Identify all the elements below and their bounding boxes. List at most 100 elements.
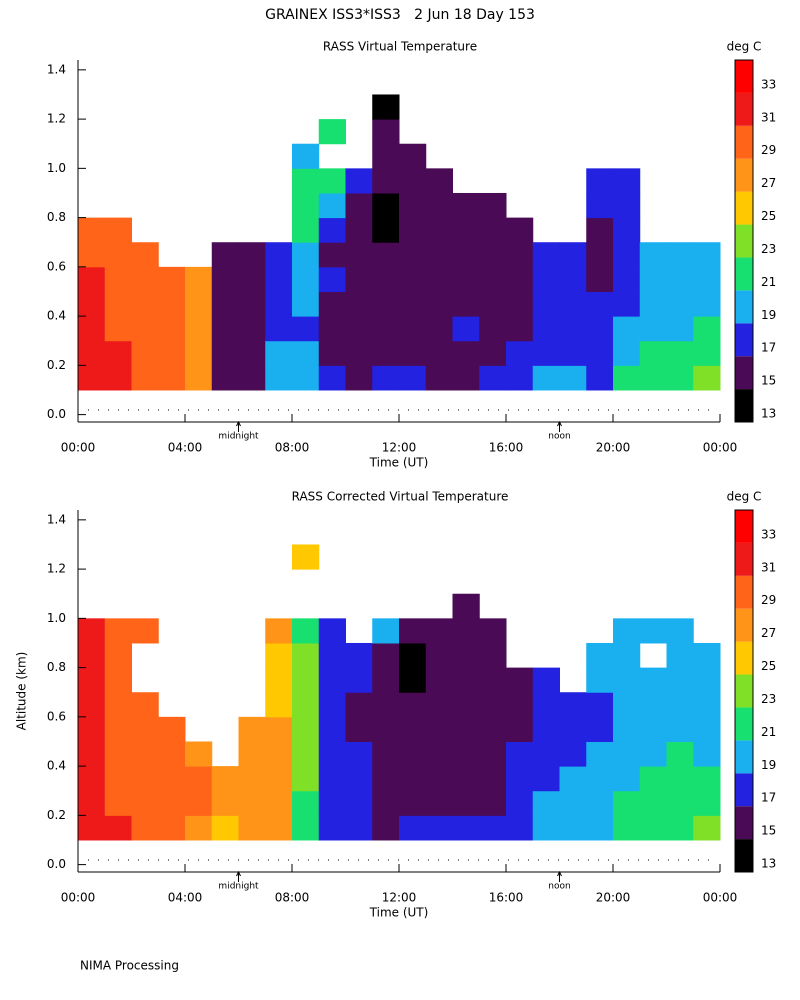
cell bbox=[104, 667, 132, 693]
colorbar-label: 19 bbox=[761, 758, 776, 772]
cell bbox=[372, 642, 400, 669]
cell bbox=[666, 291, 694, 317]
cell bbox=[345, 716, 373, 742]
cell bbox=[185, 790, 213, 816]
colorbar-swatch bbox=[735, 389, 753, 422]
cell bbox=[238, 815, 266, 841]
cell bbox=[532, 340, 560, 366]
cell bbox=[693, 291, 721, 317]
x-tick-label: 00:00 bbox=[61, 891, 96, 905]
cell bbox=[639, 242, 667, 268]
cell bbox=[452, 642, 480, 669]
cell bbox=[693, 242, 721, 268]
cell bbox=[479, 815, 507, 841]
cell bbox=[399, 143, 427, 169]
cell bbox=[586, 815, 614, 841]
annotation-arrow bbox=[557, 870, 562, 877]
cell bbox=[131, 692, 159, 718]
cell bbox=[532, 692, 560, 718]
cell bbox=[613, 217, 641, 243]
annotation-arrow bbox=[236, 420, 241, 427]
x-tick-label: 00:00 bbox=[61, 441, 96, 455]
cell bbox=[372, 119, 400, 145]
cell bbox=[613, 692, 641, 718]
cell bbox=[639, 365, 667, 391]
x-tick-label: 20:00 bbox=[596, 891, 631, 905]
cell bbox=[693, 741, 721, 767]
cell bbox=[586, 365, 614, 391]
cell bbox=[532, 266, 560, 292]
cell bbox=[318, 316, 346, 342]
colorbar-label: 27 bbox=[761, 626, 776, 640]
cell bbox=[613, 340, 641, 366]
cell bbox=[104, 316, 132, 342]
cell bbox=[586, 217, 614, 243]
colorbar-label: 17 bbox=[761, 791, 776, 805]
cell bbox=[131, 618, 159, 644]
cell bbox=[292, 192, 320, 219]
cell bbox=[479, 217, 507, 243]
cell bbox=[639, 741, 667, 767]
cell bbox=[586, 242, 614, 268]
cell bbox=[425, 667, 453, 693]
cell bbox=[292, 143, 320, 169]
cell bbox=[506, 365, 534, 391]
cell bbox=[506, 340, 534, 366]
colorbar-frame bbox=[734, 59, 754, 423]
cell bbox=[131, 815, 159, 841]
y-axis-label: Altitude (km) bbox=[15, 652, 29, 731]
cell bbox=[318, 192, 346, 219]
colorbar-label: 31 bbox=[761, 560, 776, 574]
cell bbox=[238, 716, 266, 742]
colorbar-label: 29 bbox=[761, 143, 776, 157]
cell bbox=[666, 790, 694, 816]
cell bbox=[399, 741, 427, 767]
colorbar-label: 33 bbox=[761, 77, 776, 91]
cell bbox=[211, 316, 239, 342]
colorbar-swatch bbox=[735, 60, 753, 93]
x-tick-label: 16:00 bbox=[489, 441, 524, 455]
colorbar-swatch bbox=[735, 740, 753, 774]
cell bbox=[345, 667, 373, 693]
cell bbox=[211, 266, 239, 292]
cell bbox=[613, 815, 641, 841]
cell bbox=[265, 365, 293, 391]
annotation-arrow bbox=[557, 420, 562, 427]
cell bbox=[666, 642, 694, 669]
cell bbox=[318, 266, 346, 292]
cell bbox=[506, 716, 534, 742]
cell bbox=[425, 790, 453, 816]
cell bbox=[666, 741, 694, 767]
cell bbox=[372, 618, 400, 644]
cell bbox=[532, 667, 560, 693]
cell bbox=[238, 266, 266, 292]
cell bbox=[318, 291, 346, 317]
cell bbox=[532, 316, 560, 342]
chart-title: RASS Corrected Virtual Temperature bbox=[292, 490, 509, 504]
cell bbox=[425, 291, 453, 317]
cell bbox=[479, 316, 507, 342]
cell bbox=[559, 716, 587, 742]
cell bbox=[506, 790, 534, 816]
cell bbox=[158, 266, 186, 292]
cell bbox=[158, 365, 186, 391]
y-tick-label: 0.6 bbox=[47, 259, 66, 273]
cell bbox=[211, 291, 239, 317]
cell bbox=[345, 168, 373, 194]
cell bbox=[399, 316, 427, 342]
cell bbox=[693, 815, 721, 841]
chart-title: RASS Virtual Temperature bbox=[323, 40, 477, 54]
cell bbox=[345, 741, 373, 767]
cell bbox=[372, 667, 400, 693]
cell bbox=[559, 266, 587, 292]
colorbar-swatch bbox=[735, 191, 753, 225]
cell bbox=[586, 766, 614, 792]
cell bbox=[639, 790, 667, 816]
cell bbox=[292, 692, 320, 718]
cell bbox=[372, 815, 400, 841]
cell bbox=[265, 316, 293, 342]
cell bbox=[532, 741, 560, 767]
cell bbox=[693, 642, 721, 669]
cell bbox=[345, 692, 373, 718]
cell bbox=[693, 316, 721, 342]
